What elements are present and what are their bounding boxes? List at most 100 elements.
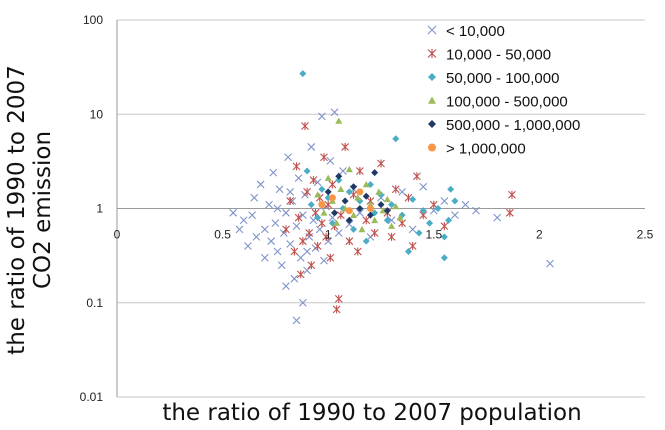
data-point [345, 237, 354, 246]
data-point [396, 214, 404, 221]
data-point [353, 247, 362, 256]
data-point [337, 185, 345, 193]
data-point [235, 225, 244, 234]
data-point [282, 282, 290, 291]
data-point [248, 211, 257, 220]
legend-label: < 10,000 [446, 23, 505, 40]
data-point [326, 253, 335, 262]
data-point [322, 232, 330, 241]
data-point [307, 261, 316, 270]
data-point [260, 225, 269, 234]
data-point [445, 216, 453, 224]
y-axis-title-line2: CO2 emission [30, 131, 56, 289]
data-point [294, 213, 303, 222]
data-point [345, 216, 353, 224]
data-point [415, 229, 423, 237]
data-point [413, 172, 421, 181]
data-point [328, 194, 336, 202]
data-point [383, 195, 391, 203]
data-point [250, 193, 259, 202]
x-tick-label: 2 [536, 228, 543, 242]
data-point [366, 205, 374, 212]
data-point [356, 188, 364, 196]
data-point [451, 197, 459, 205]
data-point [260, 253, 269, 262]
data-point [267, 237, 276, 246]
data-point [273, 247, 282, 256]
data-point [286, 240, 295, 248]
data-point [388, 222, 396, 229]
data-point [239, 216, 248, 225]
legend-marker [428, 143, 436, 152]
data-point [307, 143, 316, 151]
data-point [332, 305, 341, 314]
data-point [314, 191, 322, 198]
data-point [350, 211, 358, 218]
x-tick-label: 0 [114, 228, 121, 242]
legend-marker [428, 96, 436, 104]
y-axis-title-line1: the ratio of 1990 to 2007 [4, 65, 30, 355]
data-point [292, 316, 301, 325]
data-point [303, 187, 311, 196]
data-point [256, 180, 265, 189]
legend-label: 100,000 - 500,000 [446, 94, 568, 111]
data-point [277, 261, 286, 270]
data-point [318, 185, 326, 193]
y-tick-labels: 0.01 0.1 1 10 100 [80, 13, 104, 404]
data-point [440, 222, 449, 231]
data-point [290, 247, 299, 256]
data-point [392, 135, 400, 143]
data-point [320, 209, 328, 216]
data-point [286, 197, 295, 206]
data-point [298, 211, 307, 220]
data-point [345, 188, 353, 196]
data-point [330, 108, 339, 117]
data-point [350, 183, 358, 191]
data-point [324, 174, 332, 181]
x-tick-label: 1 [325, 228, 332, 242]
data-point [440, 197, 449, 205]
data-point [451, 211, 459, 220]
data-point [362, 237, 370, 245]
legend-marker [427, 25, 437, 35]
data-point [370, 228, 379, 237]
data-point [358, 225, 366, 233]
data-point [282, 225, 290, 234]
data-point [493, 213, 502, 222]
data-point [303, 247, 311, 256]
data-point [303, 266, 311, 275]
data-point [290, 274, 299, 283]
data-point [333, 219, 341, 226]
data-point [334, 229, 343, 237]
y-tick-label: 0.1 [86, 296, 103, 310]
legend-marker [428, 73, 436, 81]
data-point [334, 294, 343, 303]
y-tick-label: 10 [90, 107, 104, 121]
data-point [229, 208, 238, 217]
legend-marker [428, 120, 436, 128]
data-point [271, 219, 280, 227]
data-point [265, 200, 273, 209]
data-point [447, 185, 455, 193]
data-point [388, 201, 396, 209]
data-point [335, 172, 343, 180]
data-point [362, 216, 371, 225]
data-point [371, 216, 379, 224]
data-point [296, 270, 305, 279]
data-point [355, 208, 364, 217]
data-point [313, 178, 322, 187]
data-point [298, 298, 307, 307]
data-point [318, 201, 326, 209]
data-point [339, 167, 347, 175]
data-point [362, 180, 370, 188]
data-point [375, 188, 383, 195]
data-point [356, 205, 364, 212]
data-point [379, 207, 387, 214]
data-point [434, 205, 442, 212]
data-point [294, 174, 303, 183]
x-tick-label: 2.5 [637, 228, 654, 242]
data-point [398, 188, 407, 196]
data-point [345, 165, 353, 173]
data-point [317, 112, 326, 121]
data-point [350, 225, 358, 233]
